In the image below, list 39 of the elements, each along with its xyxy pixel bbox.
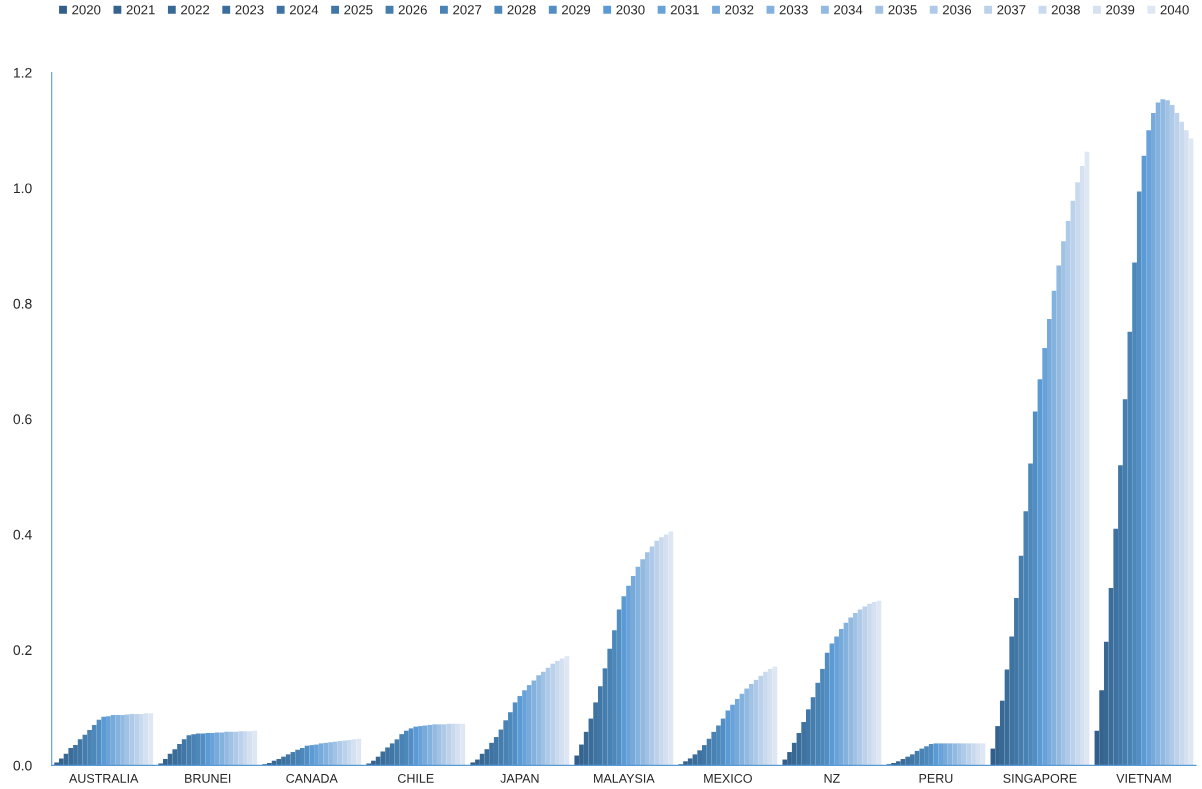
legend-label: 2035: [888, 5, 917, 15]
legend-label: 2021: [126, 5, 155, 15]
x-tick-label: MALAYSIA: [594, 773, 655, 783]
y-tick-label: 0.0: [13, 760, 32, 771]
x-tick-label: CANADA: [286, 773, 338, 783]
y-tick-label: 0.8: [13, 298, 32, 309]
legend-label: 2029: [562, 5, 591, 15]
legend-label: 2023: [235, 5, 264, 15]
x-tick-label: NZ: [824, 774, 840, 783]
legend-label: 2034: [834, 5, 863, 15]
x-tick-label: BRUNEI: [185, 774, 231, 783]
x-tick-label: VIETNAM: [1116, 774, 1171, 783]
x-tick-label: SINGAPORE: [1003, 773, 1077, 783]
legend-label: 2033: [779, 5, 808, 15]
y-tick-label: 1.0: [14, 183, 32, 194]
legend-label: 2027: [453, 5, 482, 15]
legend-label: 2037: [997, 5, 1026, 15]
legend-label: 2038: [1051, 5, 1080, 15]
legend-label: 2040: [1160, 5, 1189, 15]
legend-label: 2036: [942, 5, 972, 15]
y-tick-label: 0.6: [13, 414, 32, 425]
legend-label: 2028: [507, 5, 536, 15]
legend-label: 2025: [344, 5, 373, 15]
legend-label: 2024: [289, 5, 319, 15]
legend-label: 2031: [670, 5, 699, 15]
y-tick-label: 0.2: [13, 645, 32, 656]
x-tick-label: PERU: [919, 774, 953, 783]
x-tick-label: CHILE: [398, 773, 434, 783]
legend-label: 2022: [181, 5, 210, 15]
legend-label: 2020: [72, 5, 101, 15]
legend-label: 2026: [398, 5, 427, 15]
x-tick-label: MEXICO: [704, 773, 752, 783]
x-tick-label: JAPAN: [500, 774, 539, 783]
y-tick-label: 1.2: [14, 67, 32, 78]
legend-label: 2032: [725, 5, 754, 15]
legend-label: 2039: [1106, 5, 1135, 15]
y-tick-label: 0.4: [13, 529, 32, 540]
legend-label: 2030: [616, 5, 645, 15]
x-tick-label: AUSTRALIA: [68, 773, 139, 783]
